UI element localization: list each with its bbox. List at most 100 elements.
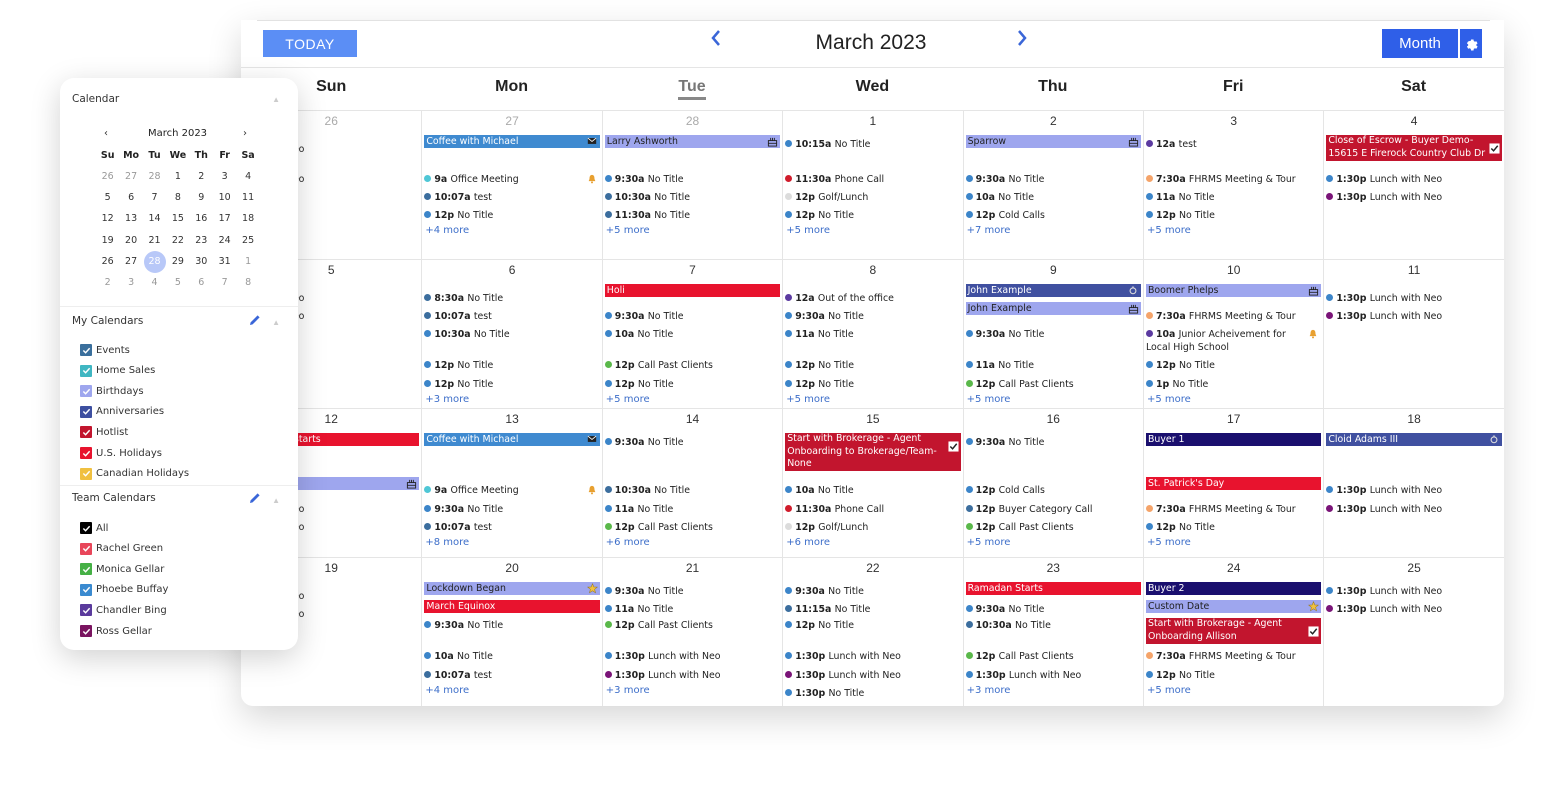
timed-event[interactable]: 12a test — [1146, 138, 1320, 151]
mini-day[interactable]: 10 — [218, 192, 231, 204]
day-cell[interactable]: 16 9:30a No Title 12p Cold Calls 12p Buyer … — [962, 409, 1143, 558]
day-cell[interactable]: 27 Coffee with Michael 9a Office Meeting 10… — [421, 111, 601, 260]
day-number[interactable]: 11 — [1407, 263, 1421, 277]
more-events-link[interactable]: +5 more — [786, 394, 831, 405]
day-number[interactable]: 24 — [1227, 561, 1241, 575]
timed-event[interactable]: 9:30a No Title — [604, 585, 779, 598]
mini-next-month[interactable]: › — [243, 128, 247, 139]
day-number[interactable]: 5 — [327, 263, 335, 277]
timed-event[interactable]: 11:30a Phone Call — [785, 503, 959, 516]
mini-day[interactable]: 8 — [245, 277, 252, 288]
timed-event[interactable]: 12p Cold Calls — [965, 209, 1140, 222]
timed-event[interactable]: 12p No Title — [1146, 669, 1320, 682]
timed-event[interactable]: 12p No Title — [1146, 521, 1320, 534]
timed-event[interactable]: 7:30a FHRMS Meeting & Tour — [1146, 173, 1320, 186]
day-number[interactable]: 9 — [1049, 263, 1057, 277]
mini-day[interactable]: 27 — [125, 255, 138, 267]
day-cell[interactable]: 3 12a test 7:30a FHRMS Meeting & Tour 11a N… — [1143, 111, 1323, 260]
day-number[interactable]: 23 — [1046, 561, 1060, 575]
all-day-event[interactable]: Larry Ashworth — [604, 135, 781, 148]
my-calendar-home-sales[interactable]: Home Sales — [80, 363, 155, 379]
timed-event[interactable]: 1:30p Lunch with Neo — [1326, 191, 1500, 204]
more-events-link[interactable]: +4 more — [425, 685, 470, 696]
day-cell[interactable]: 22 9:30a No Title 11:15a No Title 12p No Ti… — [782, 558, 962, 706]
day-cell[interactable]: 21 9:30a No Title 11a No Title 12p Call Pas… — [601, 558, 782, 706]
timed-event[interactable]: 10a Junior Acheivement for Local High Sc… — [1146, 328, 1320, 354]
timed-event[interactable]: 9:30a No Title — [785, 585, 959, 598]
timed-event[interactable]: 12p Call Past Clients — [604, 359, 779, 372]
mini-day[interactable]: 21 — [148, 234, 161, 246]
timed-event[interactable]: 10:07a test — [424, 521, 598, 534]
mini-day[interactable]: 25 — [242, 234, 255, 246]
checkbox-icon[interactable] — [80, 604, 92, 617]
checkbox-icon[interactable] — [80, 385, 92, 398]
mini-day[interactable]: 14 — [148, 213, 161, 225]
timed-event[interactable]: 10:30a No Title — [424, 328, 598, 341]
timed-event[interactable]: 9a Office Meeting — [424, 484, 598, 497]
timed-event[interactable]: 9:30a No Title — [965, 328, 1140, 341]
more-events-link[interactable]: +4 more — [425, 225, 470, 236]
timed-event[interactable]: 10:15a No Title — [785, 138, 959, 151]
mini-day[interactable]: 28 — [148, 171, 161, 182]
timed-event[interactable]: 9:30a No Title — [604, 436, 779, 449]
timed-event[interactable]: 11a No Title — [604, 503, 779, 516]
timed-event[interactable]: 12p No Title — [785, 359, 959, 372]
timed-event[interactable]: 12p No Title — [785, 619, 959, 632]
checkbox-icon[interactable] — [80, 344, 92, 356]
mini-day[interactable]: 26 — [101, 171, 114, 182]
mini-day[interactable]: 26 — [101, 255, 114, 267]
mini-day[interactable]: 3 — [128, 277, 135, 288]
checkbox-icon[interactable] — [80, 542, 92, 555]
timed-event[interactable]: 11a No Title — [1146, 191, 1320, 204]
day-number[interactable]: 20 — [505, 561, 519, 575]
timed-event[interactable]: 12p No Title — [424, 378, 598, 391]
mini-day[interactable]: 31 — [218, 255, 231, 267]
mini-day[interactable]: 17 — [218, 213, 231, 225]
timed-event[interactable]: 1:30p Lunch with Neo — [1326, 292, 1500, 305]
mini-day[interactable]: 9 — [198, 192, 205, 204]
day-cell[interactable]: 18 Cloid Adams III 1:30p Lunch with Neo 1:3… — [1323, 409, 1503, 558]
timed-event[interactable]: 12p Golf/Lunch — [785, 521, 959, 534]
timed-event[interactable]: 1:30p Lunch with Neo — [1326, 173, 1500, 186]
all-day-event[interactable]: Custom Date — [1146, 600, 1322, 613]
checkbox-icon[interactable] — [80, 426, 92, 439]
timed-event[interactable]: 7:30a FHRMS Meeting & Tour — [1146, 310, 1320, 323]
day-cell[interactable]: 25 1:30p Lunch with Neo 1:30p Lunch with N… — [1323, 558, 1503, 706]
edit-pencil-icon[interactable] — [248, 313, 262, 327]
mini-day[interactable]: 11 — [242, 192, 255, 204]
timed-event[interactable]: 12p No Title — [1146, 209, 1320, 222]
mini-day[interactable]: 5 — [174, 277, 181, 288]
all-day-event[interactable]: Sparrow — [965, 135, 1141, 148]
mini-day[interactable]: 3 — [221, 171, 228, 182]
timed-event[interactable]: 12p Call Past Clients — [604, 619, 779, 632]
timed-event[interactable]: 1:30p Lunch with Neo — [1326, 484, 1500, 497]
team-calendar-chandler-bing[interactable]: Chandler Bing — [80, 602, 167, 618]
timed-event[interactable]: 10:30a No Title — [965, 619, 1140, 632]
all-day-event[interactable]: Start with Brokerage - Agent Onboarding … — [785, 433, 961, 471]
more-events-link[interactable]: +5 more — [786, 225, 831, 236]
timed-event[interactable]: 9:30a No Title — [424, 503, 598, 516]
collapse-caret-icon[interactable]: ▲ — [272, 318, 280, 327]
mini-day[interactable]: 2 — [198, 171, 205, 182]
day-number[interactable]: 8 — [869, 263, 877, 277]
all-day-event[interactable]: Cloid Adams III — [1326, 433, 1502, 446]
mini-day[interactable]: 20 — [125, 234, 138, 246]
mini-day[interactable]: 2 — [104, 277, 111, 288]
more-events-link[interactable]: +5 more — [605, 394, 650, 405]
day-cell[interactable]: 6 8:30a No Title 10:07a test 10:30a No Titl… — [421, 260, 601, 409]
more-events-link[interactable]: +6 more — [605, 537, 650, 548]
all-day-event[interactable]: Start with Brokerage - Agent Onboarding … — [1146, 618, 1322, 644]
timed-event[interactable]: 10:07a test — [424, 669, 598, 682]
day-cell[interactable]: 8 12a Out of the office 9:30a No Title 11a … — [782, 260, 962, 409]
timed-event[interactable]: 10a No Title — [785, 484, 959, 497]
day-number[interactable]: 12 — [324, 412, 338, 426]
timed-event[interactable]: 11a No Title — [785, 328, 959, 341]
my-calendar-anniversaries[interactable]: Anniversaries — [80, 404, 164, 420]
timed-event[interactable]: 10:30a No Title — [604, 484, 779, 497]
day-number[interactable]: 25 — [1407, 561, 1421, 575]
timed-event[interactable]: 12p No Title — [424, 209, 598, 222]
day-cell[interactable]: 15 Start with Brokerage - Agent Onboardin… — [782, 409, 962, 558]
mini-day[interactable]: 4 — [151, 277, 158, 288]
my-calendar-birthdays[interactable]: Birthdays — [80, 383, 144, 399]
timed-event[interactable]: 12p No Title — [785, 209, 959, 222]
